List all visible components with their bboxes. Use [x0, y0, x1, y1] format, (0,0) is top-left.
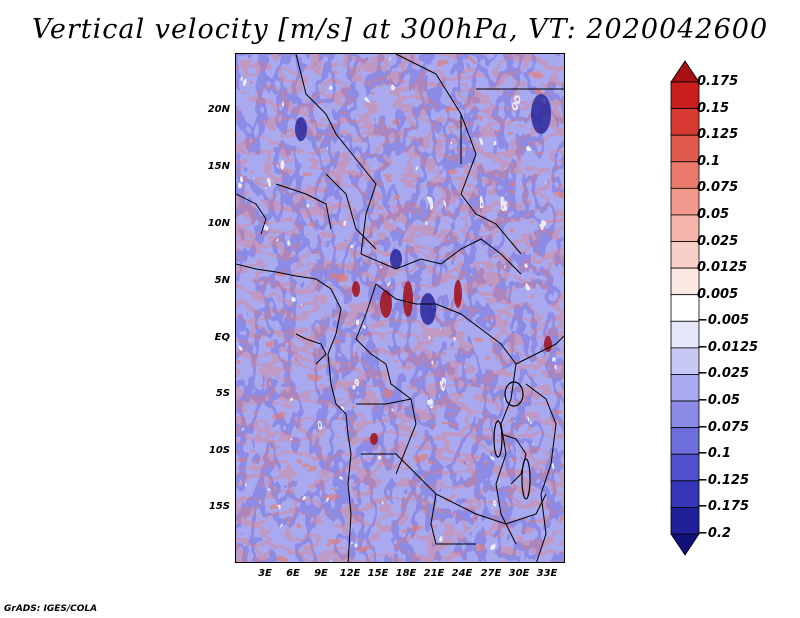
lat-label: 15N — [207, 161, 230, 172]
colorbar-label: 0.175 — [697, 74, 739, 89]
lat-label: 10S — [208, 445, 230, 456]
colorbar-label: −0.175 — [697, 499, 750, 515]
colorbar-swatch — [670, 427, 700, 455]
colorbar-swatch — [670, 267, 700, 296]
colorbar-swatch — [670, 161, 700, 189]
colorbar-label: −0.1 — [697, 446, 731, 462]
colorbar-label: −0.0125 — [697, 339, 759, 355]
lake-outlines — [493, 381, 531, 500]
lat-label: 5N — [214, 275, 230, 286]
lon-label: 30E — [508, 568, 530, 579]
lon-label: 33E — [536, 568, 558, 579]
colorbar-label: 0.005 — [697, 286, 739, 302]
colorbar-swatch — [670, 108, 700, 136]
colorbar-label: −0.05 — [697, 393, 740, 409]
colorbar-swatch — [670, 320, 700, 349]
lon-label: 12E — [339, 568, 361, 579]
strong-updraft-cells — [352, 280, 552, 445]
colorbar-swatch — [670, 81, 700, 109]
colorbar-label: 0.05 — [697, 206, 730, 222]
colorbar-label: 0.0125 — [697, 260, 748, 276]
colorbar-label: −0.005 — [697, 313, 750, 329]
colorbar-swatch — [670, 134, 700, 163]
colorbar-label: 0.1 — [697, 153, 721, 169]
colorbar-swatch — [670, 480, 700, 508]
colorbar-swatch — [670, 187, 700, 216]
colorbar-label: 0.025 — [697, 233, 739, 249]
country-borders — [236, 54, 564, 562]
colorbar-label: 0.125 — [697, 127, 739, 143]
footer-credit: GrADS: IGES/COLA — [4, 604, 98, 614]
colorbar-label: −0.2 — [697, 526, 731, 541]
colorbar-label: 0.15 — [697, 100, 730, 116]
lat-label: 20N — [207, 104, 230, 115]
colorbar-label: −0.125 — [697, 472, 750, 488]
colorbar-swatch — [670, 347, 700, 375]
velocity-field-map — [236, 54, 564, 562]
lat-label: 5S — [215, 388, 230, 399]
colorbar-swatch — [670, 294, 700, 322]
map-title: Vertical velocity [m/s] at 300hPa, VT: 2… — [31, 14, 769, 45]
map-panel — [235, 53, 565, 563]
colorbar-label: −0.025 — [697, 366, 750, 382]
colorbar — [670, 60, 700, 556]
lon-label: 27E — [480, 568, 502, 579]
lon-label: 15E — [367, 568, 389, 579]
lon-label: 18E — [395, 568, 417, 579]
lon-label: 6E — [286, 568, 300, 579]
colorbar-swatch — [670, 241, 700, 269]
lon-label: 3E — [258, 568, 272, 579]
colorbar-swatch — [670, 400, 700, 429]
colorbar-swatch — [670, 533, 700, 556]
lon-label: 9E — [314, 568, 328, 579]
lon-label: 21E — [423, 568, 445, 579]
lon-label: 24E — [451, 568, 473, 579]
colorbar-swatch — [670, 507, 700, 535]
colorbar-swatch — [670, 374, 700, 402]
strong-downdraft-cells — [295, 94, 551, 325]
colorbar-label: 0.075 — [697, 180, 739, 196]
lat-label: 15S — [208, 501, 230, 512]
lat-label: EQ — [214, 332, 230, 343]
lat-label: 10N — [207, 218, 230, 229]
colorbar-swatch — [670, 214, 700, 242]
colorbar-swatch — [670, 453, 700, 482]
near-zero-texture — [236, 54, 564, 562]
colorbar-swatch — [670, 60, 700, 83]
colorbar-label: −0.075 — [697, 419, 750, 435]
